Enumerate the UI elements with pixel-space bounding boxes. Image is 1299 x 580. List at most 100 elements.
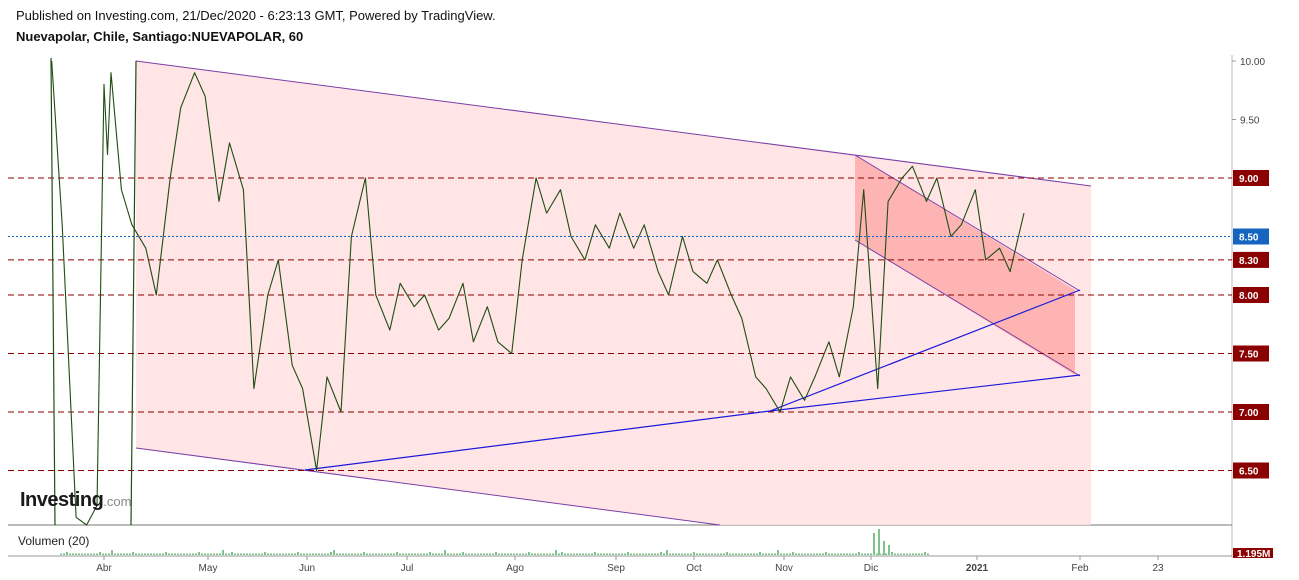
volume-bar	[552, 553, 554, 555]
volume-bar	[399, 553, 401, 555]
volume-bar	[351, 553, 353, 555]
logo-suffix: .com	[103, 494, 132, 509]
volume-bar	[213, 553, 215, 555]
volume-bar	[510, 553, 512, 555]
level-badge-9.00	[1233, 170, 1269, 186]
volume-bar	[63, 553, 65, 555]
volume-bar	[741, 553, 743, 555]
volume-bar	[282, 553, 284, 555]
volume-bar	[216, 553, 218, 555]
volume-bar	[210, 553, 212, 555]
level-badge-label-7.50: 7.50	[1239, 350, 1259, 361]
volume-bar	[576, 553, 578, 555]
volume-bar	[651, 553, 653, 555]
volume-bar	[798, 553, 800, 555]
volume-bar	[765, 553, 767, 555]
volume-bar	[630, 553, 632, 555]
volume-bar	[525, 553, 527, 555]
volume-bar	[585, 553, 587, 555]
volume-bar	[303, 553, 305, 555]
volume-bar	[804, 553, 806, 555]
volume-bar	[366, 553, 368, 555]
volume-bar	[189, 553, 191, 555]
volume-bar	[777, 550, 779, 555]
volume-bar	[147, 553, 149, 555]
volume-bar	[417, 553, 419, 555]
volume-bar	[480, 553, 482, 555]
volume-bar	[876, 553, 878, 555]
volume-bar	[453, 553, 455, 555]
volume-bar	[60, 553, 62, 555]
volume-bar	[330, 552, 332, 555]
volume-bar	[435, 553, 437, 555]
volume-bar-spike	[883, 541, 885, 555]
volume-bar	[192, 553, 194, 555]
volume-bar	[753, 553, 755, 555]
volume-bar	[186, 553, 188, 555]
volume-bar	[819, 553, 821, 555]
volume-bar	[234, 553, 236, 555]
volume-bar	[261, 553, 263, 555]
last-price-badge	[1233, 228, 1269, 245]
volume-bar	[831, 553, 833, 555]
volume-bar	[774, 553, 776, 555]
level-badge-label-9.00: 9.00	[1239, 174, 1259, 185]
volume-bar	[201, 553, 203, 555]
broad-channel-lower	[135, 447, 721, 526]
volume-bar	[258, 553, 260, 555]
published-caption: Published on Investing.com, 21/Dec/2020 …	[16, 8, 496, 23]
volume-bar	[471, 553, 473, 555]
volume-bar	[81, 553, 83, 555]
volume-bar	[750, 553, 752, 555]
volume-bar	[612, 553, 614, 555]
volume-bar	[144, 553, 146, 555]
volume-bar	[423, 553, 425, 555]
symbol-title: Nuevapolar, Chile, Santiago:NUEVAPOLAR, …	[16, 29, 304, 44]
volume-bar	[237, 553, 239, 555]
volume-bar	[408, 553, 410, 555]
level-badge-6.50	[1233, 462, 1269, 479]
volume-bar	[315, 553, 317, 555]
volume-bar	[621, 553, 623, 555]
volume-bar	[402, 553, 404, 555]
volume-bar	[321, 553, 323, 555]
volume-bar	[183, 553, 185, 555]
price-line	[51, 60, 1025, 526]
volume-bar	[891, 552, 893, 555]
volume-bar	[645, 553, 647, 555]
volume-bar	[132, 552, 134, 555]
volume-bar	[708, 553, 710, 555]
volume-bar	[906, 553, 908, 555]
volume-bar	[420, 553, 422, 555]
volume-bar	[357, 553, 359, 555]
volume-bar	[810, 553, 812, 555]
volume-bar	[387, 553, 389, 555]
volume-bar	[333, 550, 335, 555]
volume-bar	[69, 553, 71, 555]
volume-bar	[675, 553, 677, 555]
volume-bar	[792, 552, 794, 555]
volume-bar	[474, 553, 476, 555]
volume-bar	[105, 553, 107, 555]
volume-bar	[618, 553, 620, 555]
time-axis: Abr May Jun Jul Ago Sep Oct Nov Dic 2021 Feb 23	[96, 556, 1164, 574]
volume-bar	[354, 553, 356, 555]
x-tick-label-Ago: Ago	[506, 563, 524, 574]
volume-bar	[909, 553, 911, 555]
volume-bar	[597, 553, 599, 555]
volume-bar	[378, 553, 380, 555]
volume-bar	[852, 553, 854, 555]
volume-bar	[432, 553, 434, 555]
volume-bar	[756, 553, 758, 555]
narrow-channel-fill	[855, 155, 1075, 375]
volume-bar	[789, 553, 791, 555]
volume-bar	[336, 553, 338, 555]
volume-bar	[501, 553, 503, 555]
volume-bar	[270, 553, 272, 555]
volume-bar	[276, 553, 278, 555]
volume-bar	[153, 553, 155, 555]
volume-bar	[243, 553, 245, 555]
volume-bar	[609, 553, 611, 555]
volume-bar	[729, 553, 731, 555]
